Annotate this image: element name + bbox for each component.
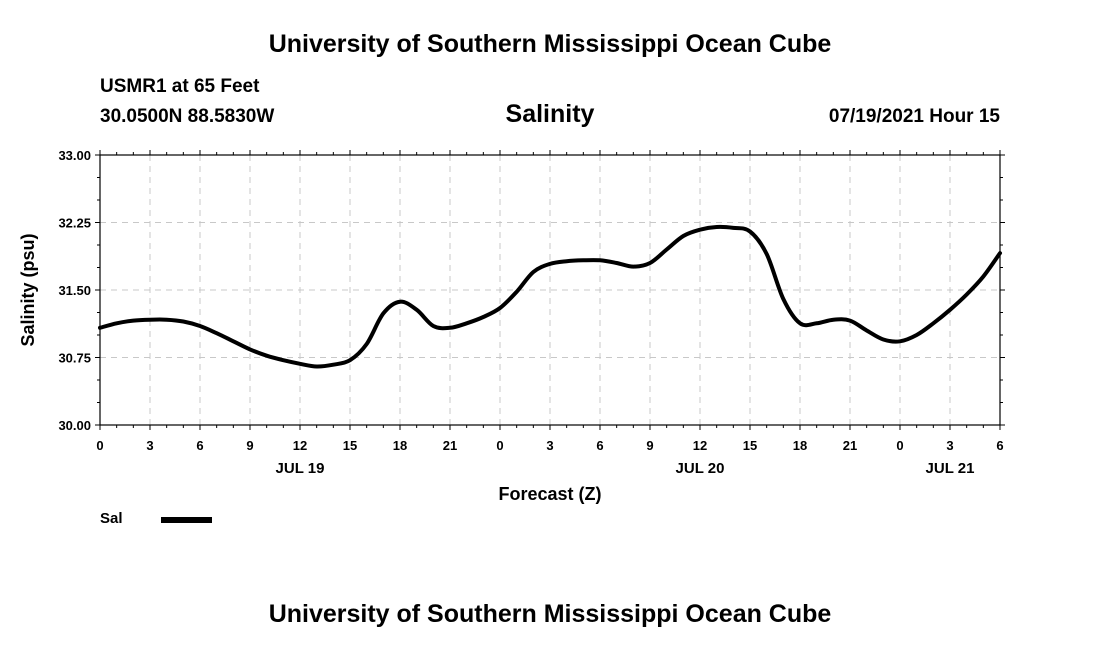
day-label: JUL 19	[276, 460, 325, 477]
labels-layer: 30.00 30.75 31.50 32.25 33.00 0 3 6 9 12 15 18 21 0 3 6…	[58, 148, 1003, 477]
coordinates-label: 30.0500N 88.5830W	[100, 106, 275, 127]
x-tick-label: 0	[496, 438, 503, 453]
x-tick-label: 18	[793, 438, 807, 453]
y-axis-label: Salinity (psu)	[18, 233, 38, 346]
x-axis-label: Forecast (Z)	[498, 484, 601, 504]
x-tick-label: 12	[293, 438, 307, 453]
x-tick-label: 9	[646, 438, 653, 453]
x-tick-label: 0	[96, 438, 103, 453]
x-tick-label: 0	[896, 438, 903, 453]
x-tick-label: 12	[693, 438, 707, 453]
legend-line-swatch	[161, 517, 212, 523]
y-tick-label: 32.25	[58, 216, 91, 231]
y-tick-label: 31.50	[58, 283, 91, 298]
x-tick-label: 15	[343, 438, 357, 453]
x-tick-label: 6	[596, 438, 603, 453]
variable-title: Salinity	[505, 100, 595, 128]
ticks-layer	[95, 150, 1005, 430]
forecast-datetime: 07/19/2021 Hour 15	[828, 106, 1000, 127]
day-label: JUL 21	[926, 460, 975, 477]
x-tick-label: 18	[393, 438, 407, 453]
y-tick-label: 33.00	[58, 148, 91, 163]
footer-title: University of Southern Mississippi Ocean…	[268, 600, 832, 628]
chart-title: University of Southern Mississippi Ocean…	[268, 30, 832, 58]
y-tick-label: 30.00	[58, 418, 91, 433]
series-line-sal	[98, 224, 1002, 369]
grid-layer	[100, 155, 1000, 425]
x-tick-label: 3	[546, 438, 553, 453]
legend-label: Sal	[100, 510, 123, 527]
x-tick-label: 6	[196, 438, 203, 453]
station-label: USMR1 at 65 Feet	[100, 76, 260, 97]
day-label: JUL 20	[676, 460, 725, 477]
x-tick-label: 15	[743, 438, 757, 453]
x-tick-label: 3	[146, 438, 153, 453]
x-tick-label: 9	[246, 438, 253, 453]
x-tick-label: 3	[946, 438, 953, 453]
y-tick-label: 30.75	[58, 351, 91, 366]
x-tick-label: 21	[443, 438, 457, 453]
x-tick-label: 6	[996, 438, 1003, 453]
x-tick-label: 21	[843, 438, 857, 453]
